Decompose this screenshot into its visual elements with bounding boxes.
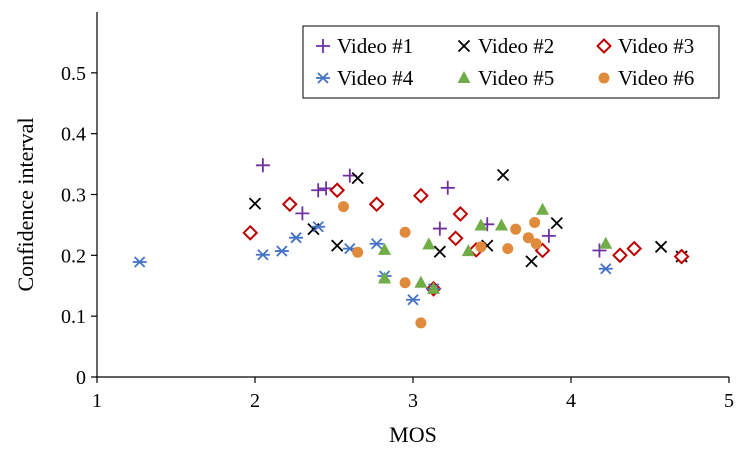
data-point [522, 232, 534, 244]
data-point [474, 218, 488, 231]
x-tick-label: 3 [408, 390, 418, 412]
data-point [502, 243, 514, 255]
data-point [536, 202, 550, 215]
data-point [289, 232, 304, 244]
data-point [132, 256, 147, 268]
data-point [550, 216, 563, 230]
data-point [337, 201, 349, 213]
data-point [329, 182, 346, 199]
data-point [496, 168, 510, 182]
data-point [432, 221, 447, 236]
series-video-4 [132, 221, 613, 306]
data-point [255, 158, 270, 173]
legend-marker [457, 71, 471, 83]
legend-item: Video #5 [457, 66, 554, 90]
legend-label: Video #4 [337, 66, 414, 90]
legend-item: Video #6 [598, 66, 694, 90]
data-point [529, 216, 541, 228]
legend-label: Video #5 [478, 66, 554, 90]
data-point [352, 246, 364, 258]
series-video-3 [242, 182, 690, 297]
data-point [399, 277, 411, 289]
data-point [242, 224, 259, 241]
data-point [311, 221, 326, 233]
y-tick-label: 0 [76, 367, 86, 389]
data-point [351, 171, 364, 185]
x-tick-label: 1 [92, 390, 102, 412]
data-point [378, 271, 392, 284]
data-point [331, 239, 344, 252]
data-point [406, 294, 420, 306]
data-point [461, 244, 475, 257]
data-point [654, 240, 668, 253]
data-point [599, 236, 613, 249]
data-point [415, 317, 427, 329]
data-point [494, 218, 508, 231]
data-point [626, 240, 643, 257]
legend-marker [316, 72, 330, 84]
data-point [369, 238, 384, 250]
data-point [255, 249, 270, 261]
y-tick-label: 0.2 [61, 245, 86, 267]
data-point [368, 196, 385, 213]
legend-marker [316, 39, 330, 53]
data-point [399, 226, 411, 238]
data-point [452, 206, 469, 222]
data-point [414, 275, 428, 288]
data-point [412, 187, 429, 204]
data-point [673, 248, 690, 265]
legend-label: Video #1 [337, 34, 413, 58]
legend-marker [598, 72, 610, 84]
data-point [295, 206, 310, 221]
data-point [378, 242, 392, 255]
data-point [319, 181, 334, 196]
legend-label: Video #3 [618, 34, 694, 58]
legend-box [302, 25, 720, 99]
y-tick-label: 0.3 [61, 185, 86, 207]
data-point [281, 196, 298, 213]
data-point [530, 238, 542, 250]
legend-item: Video #3 [596, 34, 694, 58]
data-point [592, 243, 607, 258]
x-tick-label: 5 [724, 390, 734, 412]
data-point [427, 281, 441, 294]
data-point [422, 237, 436, 250]
data-points [132, 158, 690, 329]
data-point [541, 228, 556, 243]
data-point [447, 230, 464, 247]
data-point [525, 255, 538, 268]
legend-label: Video #2 [478, 34, 554, 58]
data-point [274, 245, 289, 257]
legend-item: Video #2 [457, 34, 554, 58]
data-point [475, 241, 487, 253]
x-tick-label: 4 [566, 390, 576, 412]
series-video-5 [378, 202, 613, 294]
legend-marker [596, 38, 612, 54]
data-point [510, 223, 522, 235]
data-point [248, 197, 262, 210]
y-tick-label: 0.1 [61, 306, 86, 328]
data-point [311, 183, 326, 198]
series-video-6 [337, 201, 542, 329]
y-tick-label: 0.4 [61, 124, 86, 146]
data-point [433, 245, 446, 258]
x-tick-label: 2 [250, 390, 260, 412]
legend-marker [457, 39, 471, 53]
data-point [612, 247, 628, 264]
axes [91, 12, 730, 383]
series-video-2 [248, 168, 688, 268]
y-axis-title: Confidence interval [13, 117, 38, 291]
data-point [598, 263, 613, 275]
x-axis-title: MOS [389, 422, 437, 447]
legend-item: Video #1 [316, 34, 413, 58]
legend: Video #1 Video #2 Video #3 Video #4 Video #5… [302, 25, 720, 99]
legend-label: Video #6 [618, 66, 694, 90]
legend-item: Video #4 [316, 66, 414, 90]
data-point [440, 180, 455, 195]
tick-labels: 1 2 3 4 5 0 0.1 0.2 0.3 0.4 0.5 [61, 63, 734, 412]
y-tick-label: 0.5 [61, 63, 86, 85]
